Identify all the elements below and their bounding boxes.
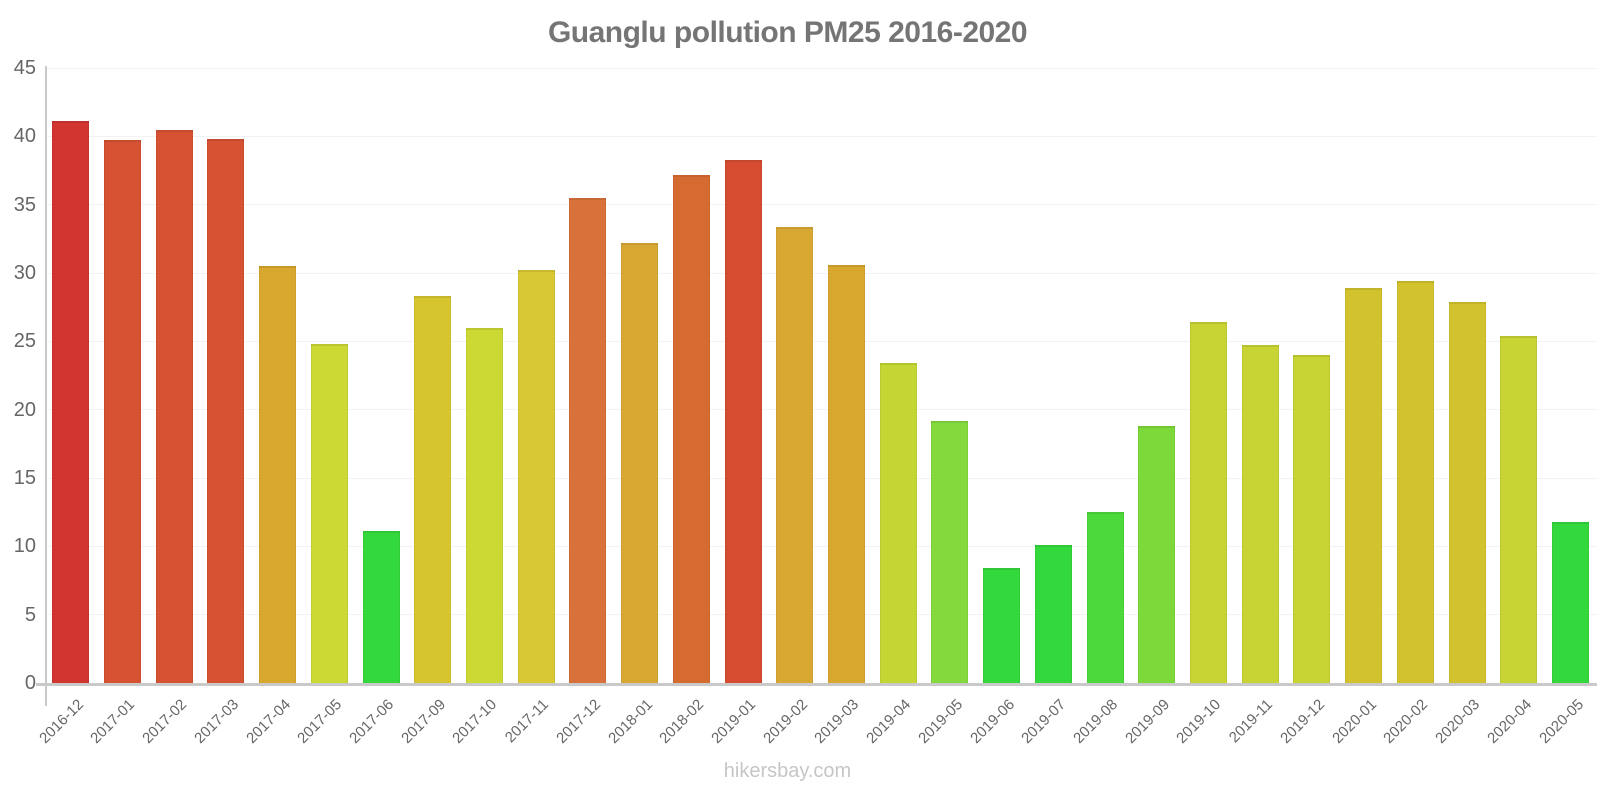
gridline-25	[45, 340, 1597, 342]
y-tick-label-20: 20	[13, 398, 36, 421]
gridline-30	[45, 272, 1597, 274]
bar-2020-02	[1396, 281, 1434, 683]
x-tick-label-2019-05: 2019-05	[915, 696, 966, 747]
x-tick-label-2019-02: 2019-02	[759, 696, 811, 747]
bar-2019-11	[1241, 345, 1279, 683]
y-tick-label-10: 10	[13, 535, 36, 558]
bar-2017-12	[569, 197, 607, 683]
bar-2020-03	[1448, 301, 1486, 683]
y-tick-label-25: 25	[13, 330, 36, 353]
x-tick-label-2016-12: 2016-12	[35, 696, 87, 747]
bar-2019-10	[1190, 322, 1228, 683]
bar-2019-06	[983, 568, 1021, 683]
y-tick-label-40: 40	[13, 125, 36, 148]
x-tick-label-2019-04: 2019-04	[863, 696, 915, 747]
bar-2017-05	[310, 344, 348, 683]
bar-2017-01	[103, 140, 141, 683]
bar-2017-06	[362, 531, 400, 683]
x-tick-label-2019-07: 2019-07	[1018, 696, 1070, 747]
bar-2018-01	[621, 242, 659, 683]
bar-2017-03	[207, 139, 245, 683]
x-tick-label-2020-03: 2020-03	[1432, 696, 1484, 747]
x-tick-label-2019-10: 2019-10	[1173, 696, 1225, 747]
bar-2017-09	[414, 296, 452, 683]
gridline-5	[45, 614, 1597, 616]
gridline-20	[45, 409, 1597, 411]
x-tick-label-2017-11: 2017-11	[502, 696, 553, 747]
gridline-35	[45, 204, 1597, 206]
x-tick-label-2017-06: 2017-06	[346, 696, 398, 747]
bar-2019-05	[931, 420, 969, 683]
chart-title: Guanglu pollution PM25 2016-2020	[547, 16, 1028, 49]
x-tick-label-2017-02: 2017-02	[139, 696, 191, 747]
bar-2019-07	[1034, 544, 1072, 683]
bar-2019-03	[828, 264, 865, 683]
y-tick-label-5: 5	[24, 603, 36, 626]
bar-2019-04	[879, 363, 917, 683]
bar-2020-05	[1552, 521, 1590, 683]
bar-2020-01	[1345, 288, 1383, 683]
y-tick-label-0: 0	[24, 672, 36, 694]
bar-2019-02	[776, 226, 814, 683]
x-tick-label-2018-01: 2018-01	[604, 696, 656, 747]
x-tick-label-2017-04: 2017-04	[242, 696, 294, 747]
x-tick-label-2017-01: 2017-01	[87, 696, 139, 747]
bar-2017-04	[259, 266, 297, 683]
gridline-15	[45, 477, 1597, 479]
x-tick-label-2020-01: 2020-01	[1328, 696, 1380, 747]
y-tick-label-45: 45	[13, 57, 36, 79]
x-axis-baseline	[36, 683, 1597, 686]
gridline-40	[45, 135, 1597, 137]
x-tick-label-2019-06: 2019-06	[966, 696, 1018, 747]
x-tick-label-2019-03: 2019-03	[811, 696, 863, 747]
x-tick-label-2017-12: 2017-12	[552, 696, 604, 747]
bar-2017-11	[517, 270, 555, 683]
x-tick-label-2019-01: 2019-01	[708, 696, 760, 747]
bar-2016-12	[52, 121, 90, 683]
gridline-10	[45, 545, 1597, 547]
x-tick-label-2017-03: 2017-03	[190, 696, 242, 747]
y-axis-line	[45, 66, 47, 706]
x-tick-label-2019-09: 2019-09	[1121, 696, 1173, 747]
bar-2019-08	[1086, 512, 1124, 683]
x-tick-label-2017-09: 2017-09	[397, 696, 449, 747]
y-tick-label-35: 35	[13, 193, 36, 216]
bar-2017-10	[465, 327, 503, 683]
bar-2019-12	[1293, 355, 1331, 683]
x-tick-label-2020-04: 2020-04	[1483, 696, 1535, 747]
watermark: hikersbay.com	[723, 760, 852, 782]
x-tick-label-2017-05: 2017-05	[294, 696, 346, 747]
x-tick-label-2019-11: 2019-11	[1226, 696, 1277, 747]
bar-2020-04	[1500, 335, 1538, 683]
x-tick-label-2019-12: 2019-12	[1277, 696, 1328, 747]
y-tick-label-30: 30	[13, 262, 36, 284]
x-tick-label-2020-05: 2020-05	[1535, 696, 1587, 747]
x-tick-label-2020-02: 2020-02	[1380, 696, 1432, 747]
bar-2019-09	[1138, 426, 1176, 683]
bar-2018-02	[672, 174, 710, 683]
x-tick-label-2019-08: 2019-08	[1070, 696, 1122, 747]
gridline-45	[45, 67, 1597, 69]
bar-2019-01	[724, 159, 762, 683]
x-tick-label-2017-10: 2017-10	[449, 696, 501, 747]
x-tick-label-2018-02: 2018-02	[656, 696, 708, 747]
bar-2017-02	[155, 129, 193, 683]
y-tick-label-15: 15	[13, 467, 36, 489]
